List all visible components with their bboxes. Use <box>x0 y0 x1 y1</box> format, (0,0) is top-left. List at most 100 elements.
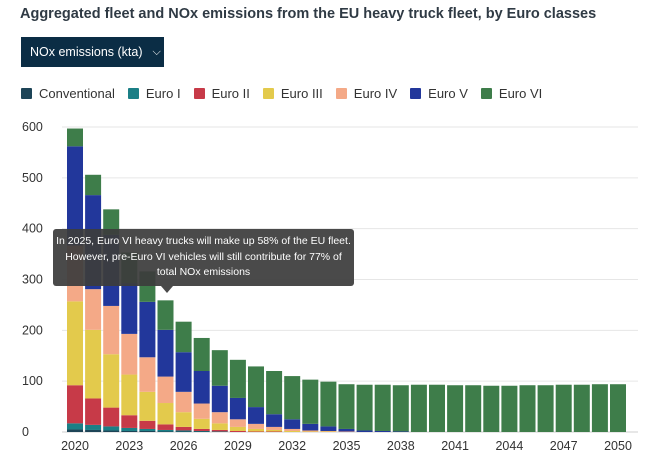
legend-item-euro-ii[interactable]: Euro II <box>193 86 250 101</box>
x-tick-label: 2032 <box>278 439 306 453</box>
bar-segment-euro-iii-2021 <box>85 329 102 399</box>
bar-segment-euro-iii-2025 <box>157 403 174 425</box>
bar-segment-euro-vi-2027 <box>193 337 210 371</box>
bar-segment-euro-vi-2042 <box>465 385 482 432</box>
bar-segment-euro-iv-2030 <box>248 423 264 429</box>
legend-swatch <box>410 88 422 99</box>
bar-segment-euro-v-2035 <box>338 428 355 432</box>
bar-segment-euro-iii-2023 <box>121 374 138 416</box>
bar-segment-euro-iv-2033 <box>302 430 319 432</box>
bar-segment-euro-iii-2028 <box>211 423 228 430</box>
legend-item-euro-iv[interactable]: Euro IV <box>335 86 397 101</box>
bar-segment-euro-v-2023 <box>121 283 138 334</box>
legend-swatch <box>335 88 347 99</box>
bar-segment-conventional-2021 <box>85 429 102 432</box>
legend-item-euro-vi[interactable]: Euro VI <box>480 86 543 101</box>
bar-segment-euro-iii-2029 <box>229 426 246 431</box>
bar-segment-euro-vi-2028 <box>211 350 228 386</box>
legend-item-euro-i[interactable]: Euro I <box>127 86 181 101</box>
bar-segment-euro-vi-2048 <box>573 384 590 432</box>
legend-swatch <box>480 88 492 99</box>
bar-segment-euro-iii-2031 <box>266 429 283 432</box>
bar-segment-euro-iv-2027 <box>193 403 210 419</box>
bar-segment-euro-v-2037 <box>374 430 391 432</box>
bar-segment-euro-i-2020 <box>67 423 83 430</box>
bar-segment-euro-iv-2031 <box>266 426 283 430</box>
y-tick-label: 0 <box>22 425 29 439</box>
bar-segment-euro-vi-2039 <box>410 384 427 432</box>
bar-segment-euro-vi-2031 <box>266 371 283 415</box>
bar-segment-euro-ii-2020 <box>67 385 83 424</box>
x-tick-label: 2050 <box>604 439 632 453</box>
bar-segment-euro-iii-2032 <box>284 430 301 432</box>
bar-segment-euro-vi-2020 <box>67 128 83 147</box>
bar-segment-euro-vi-2038 <box>392 385 409 432</box>
bar-segment-euro-v-2036 <box>356 430 373 432</box>
legend-label: Euro II <box>211 86 250 101</box>
bar-segment-euro-vi-2033 <box>302 379 319 424</box>
bar-segment-euro-iv-2032 <box>284 428 301 431</box>
bar-segment-euro-i-2026 <box>175 430 192 432</box>
bar-segment-euro-vi-2021 <box>85 174 102 196</box>
bar-segment-euro-iv-2035 <box>338 431 355 432</box>
bar-segment-euro-vi-2047 <box>555 384 572 432</box>
bar-segment-euro-iii-2027 <box>193 418 210 429</box>
bar-segment-euro-ii-2022 <box>103 407 120 427</box>
x-tick-label: 2026 <box>170 439 198 453</box>
legend-item-euro-v[interactable]: Euro V <box>410 86 468 101</box>
bar-segment-euro-iv-2021 <box>85 289 102 330</box>
bar-segment-conventional-2024 <box>139 430 156 432</box>
bar-segment-euro-ii-2021 <box>85 398 102 425</box>
bar-segment-euro-v-2024 <box>139 301 156 358</box>
legend-label: Euro V <box>428 86 468 101</box>
x-tick-label: 2023 <box>115 439 143 453</box>
bar-segment-euro-ii-2028 <box>211 429 228 432</box>
x-tick-label: 2044 <box>495 439 523 453</box>
legend-label: Conventional <box>39 86 115 101</box>
legend-swatch <box>193 88 205 99</box>
x-tick-label: 2038 <box>387 439 415 453</box>
bar-segment-euro-iv-2026 <box>175 391 192 413</box>
bar-segment-euro-iv-2023 <box>121 333 138 375</box>
bar-segment-euro-iv-2024 <box>139 357 156 392</box>
bar-segment-euro-iii-2030 <box>248 428 264 432</box>
bar-segment-euro-iii-2022 <box>103 354 120 408</box>
y-tick-label: 600 <box>22 120 43 134</box>
legend-item-conventional[interactable]: Conventional <box>21 86 115 101</box>
bar-segment-euro-vi-2022 <box>103 209 120 235</box>
bar-segment-euro-ii-2029 <box>229 430 246 432</box>
tooltip-line-1: In 2025, Euro VI heavy trucks will make … <box>56 235 351 247</box>
y-tick-label: 100 <box>22 374 43 388</box>
bar-segment-euro-ii-2025 <box>157 424 174 430</box>
chart-title: Aggregated fleet and NOx emissions from … <box>20 6 597 22</box>
bar-segment-euro-ii-2023 <box>121 415 138 428</box>
bar-segment-euro-iii-2020 <box>67 301 83 386</box>
legend-item-euro-iii[interactable]: Euro III <box>262 86 323 101</box>
bar-segment-euro-vi-2050 <box>610 384 626 432</box>
legend-swatch <box>21 88 32 99</box>
bar-segment-euro-i-2022 <box>103 426 120 431</box>
bar-segment-euro-vi-2044 <box>501 385 518 432</box>
metric-dropdown[interactable]: NOx emissions (kta) ⌵ <box>21 37 164 67</box>
bar-segment-euro-v-2027 <box>193 371 210 404</box>
bar-segment-euro-vi-2034 <box>320 381 337 427</box>
legend-swatch <box>262 88 274 99</box>
chevron-down-icon: ⌵ <box>152 45 161 58</box>
bar-segment-conventional-2027 <box>193 431 210 432</box>
bar-segment-euro-iii-2033 <box>302 431 319 432</box>
legend-label: Euro VI <box>498 86 543 101</box>
x-tick-label: 2047 <box>550 439 578 453</box>
bar-segment-euro-vi-2049 <box>591 384 608 432</box>
bar-segment-euro-vi-2036 <box>356 384 373 431</box>
bar-segment-euro-i-2027 <box>193 430 210 432</box>
bar-segment-euro-vi-2035 <box>338 384 355 429</box>
bar-segment-euro-i-2028 <box>211 431 228 432</box>
y-tick-label: 400 <box>22 222 43 236</box>
bar-segment-euro-v-2033 <box>302 423 319 431</box>
y-tick-label: 500 <box>22 171 43 185</box>
chart-annotation-tooltip: In 2025, Euro VI heavy trucks will make … <box>53 229 354 286</box>
bar-segment-euro-vi-2032 <box>284 376 301 420</box>
bar-segment-euro-i-2024 <box>139 428 156 431</box>
bar-segment-euro-v-2034 <box>320 426 337 431</box>
